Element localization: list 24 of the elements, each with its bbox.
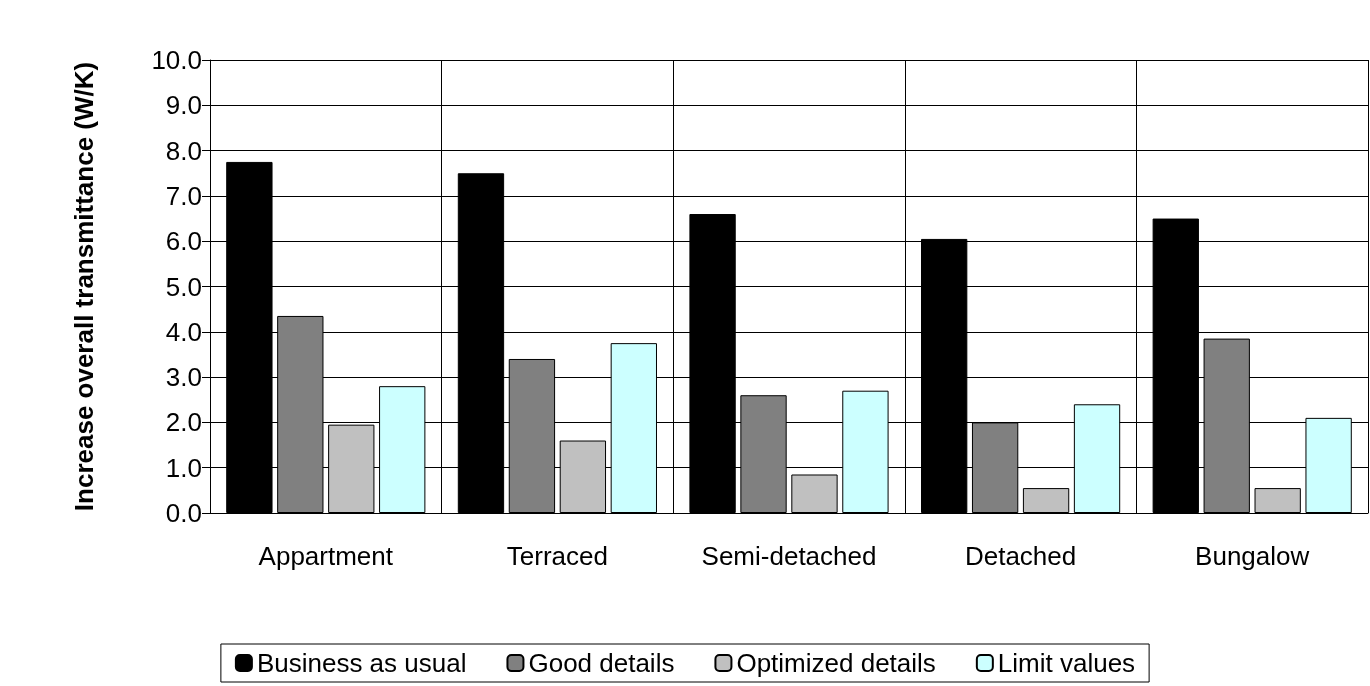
legend-label: Business as usual (256, 648, 467, 678)
y-tick-label: 0.0 (165, 498, 202, 528)
y-axis-title: Increase overall transmittance (W/K) (69, 61, 99, 512)
y-tick-label: 3.0 (165, 362, 202, 393)
x-tick-label: Detached (964, 541, 1077, 571)
x-tick-label: Bungalow (1195, 541, 1310, 571)
y-tick-label: 8.0 (165, 135, 202, 166)
legend-label: Limit values (997, 648, 1136, 678)
y-tick-label: 4.0 (165, 316, 202, 347)
bar (1022, 488, 1070, 513)
y-tick-label: 5.0 (165, 271, 202, 302)
y-tick-label: 1.0 (165, 452, 202, 483)
y-tick-label: 6.0 (165, 226, 202, 257)
y-tick-label: 10.0 (151, 45, 202, 75)
y-tick-label: 9.0 (165, 90, 202, 121)
legend-label: Optimized details (736, 648, 936, 678)
y-tick-label: 7.0 (165, 180, 202, 211)
bar (1254, 488, 1301, 513)
x-tick-label: Appartment (258, 541, 394, 571)
x-tick-label: Terraced (506, 541, 608, 571)
y-tick-label: 2.0 (165, 407, 202, 438)
x-tick-label: Semi-detached (701, 541, 877, 571)
bar (791, 474, 838, 513)
legend-label: Good details (528, 648, 675, 678)
